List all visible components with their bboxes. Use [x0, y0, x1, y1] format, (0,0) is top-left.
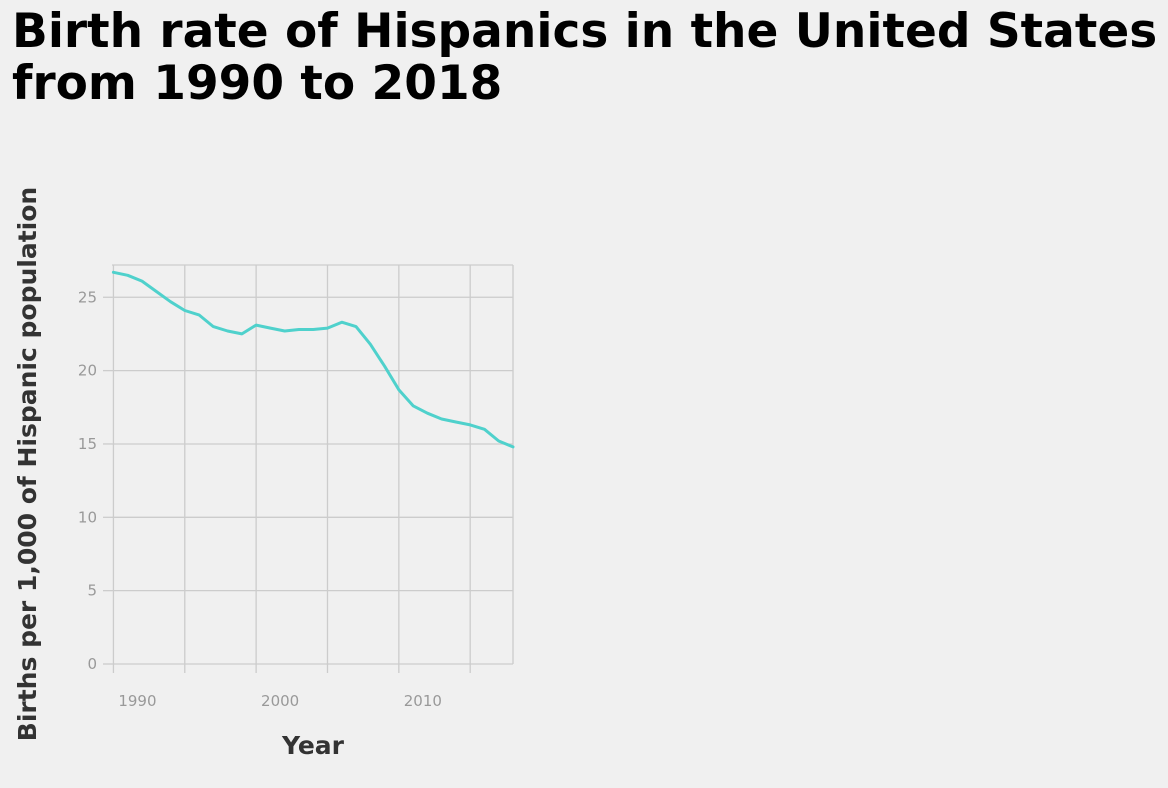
x-axis-title: Year: [281, 731, 345, 760]
y-axis-title: Births per 1,000 of Hispanic population: [13, 187, 42, 741]
chart-title: Birth rate of Hispanics in the United St…: [12, 4, 1158, 111]
series-line: [111, 270, 515, 449]
y-tick-label: 25: [78, 288, 97, 306]
y-tick-label: 0: [87, 655, 97, 673]
y-tick-label: 20: [78, 362, 97, 380]
y-tick-label: 15: [78, 435, 97, 453]
x-axis-ticks: 1990 2000 2010: [112, 664, 471, 710]
y-axis-ticks: 0 5 10 15 20 25: [78, 288, 112, 673]
x-tick-label: 2000: [261, 692, 299, 710]
y-tick-label: 10: [78, 508, 97, 526]
x-tick-label: 2010: [404, 692, 442, 710]
x-tick-label: 1990: [118, 692, 156, 710]
y-tick-label: 5: [87, 582, 97, 600]
grid: [112, 264, 514, 665]
